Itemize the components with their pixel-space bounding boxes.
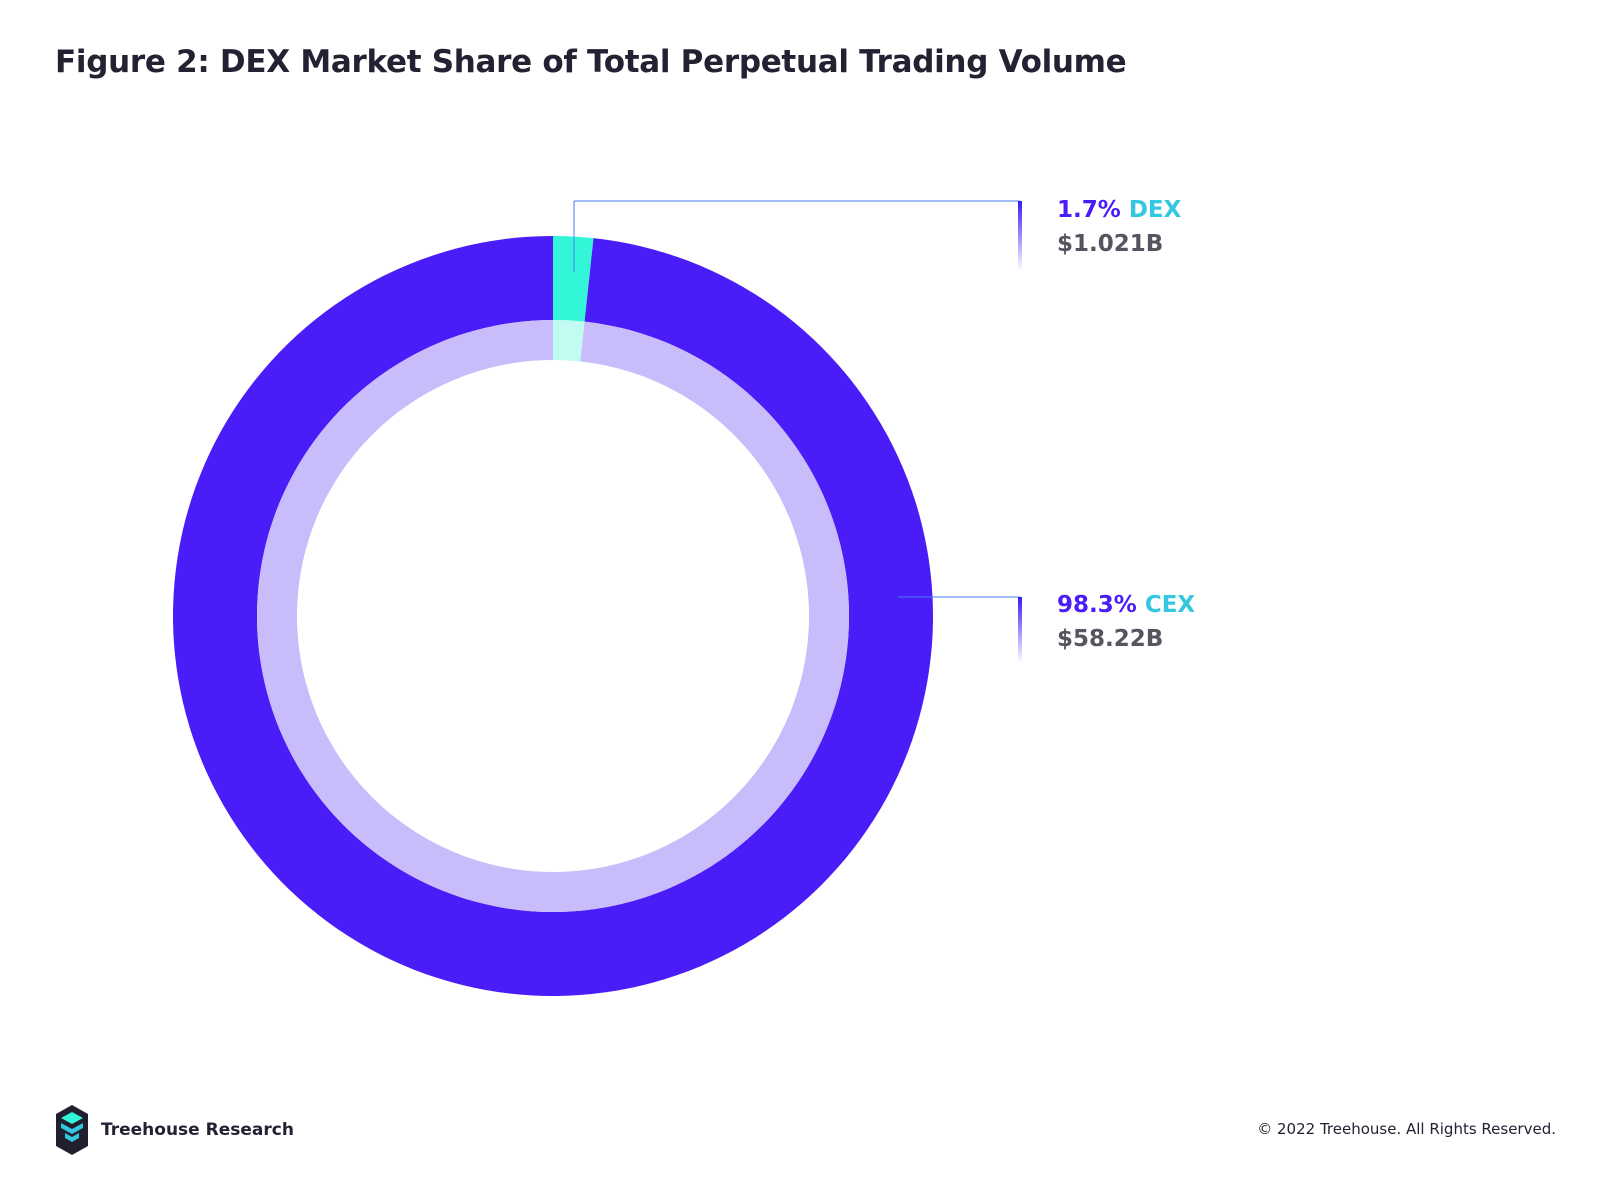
slice-amount: $58.22B bbox=[1057, 626, 1164, 652]
slice-inner-cex bbox=[257, 320, 850, 912]
donut-chart bbox=[173, 200, 1022, 996]
treehouse-logo-icon bbox=[56, 1105, 88, 1155]
slice-name: CEX bbox=[1144, 592, 1196, 618]
slice-label-line1: 98.3% CEX bbox=[1057, 592, 1195, 618]
slice-label-line1: 1.7% DEX bbox=[1057, 197, 1181, 223]
copyright: © 2022 Treehouse. All Rights Reserved. bbox=[1257, 1120, 1556, 1138]
outer-ring bbox=[173, 236, 934, 996]
slice-label-cex: 98.3% CEX $58.22B bbox=[1057, 592, 1195, 652]
slice-dex bbox=[553, 236, 594, 322]
leader-bar-dex bbox=[1018, 201, 1022, 271]
inner-ring bbox=[257, 320, 850, 912]
leader-bar-cex bbox=[1018, 597, 1022, 663]
footer-brand: Treehouse Research bbox=[55, 1104, 294, 1156]
slice-percent: 1.7% bbox=[1057, 197, 1121, 223]
slice-amount: $1.021B bbox=[1057, 231, 1164, 257]
leader-lines bbox=[573, 200, 1022, 663]
slice-name: DEX bbox=[1128, 197, 1182, 223]
slice-label-dex: 1.7% DEX $1.021B bbox=[1057, 197, 1181, 257]
slice-inner-dex bbox=[553, 320, 585, 362]
slice-percent: 98.3% bbox=[1057, 592, 1137, 618]
brand-name: Treehouse Research bbox=[101, 1120, 294, 1140]
chart-title: Figure 2: DEX Market Share of Total Perp… bbox=[55, 44, 1127, 80]
